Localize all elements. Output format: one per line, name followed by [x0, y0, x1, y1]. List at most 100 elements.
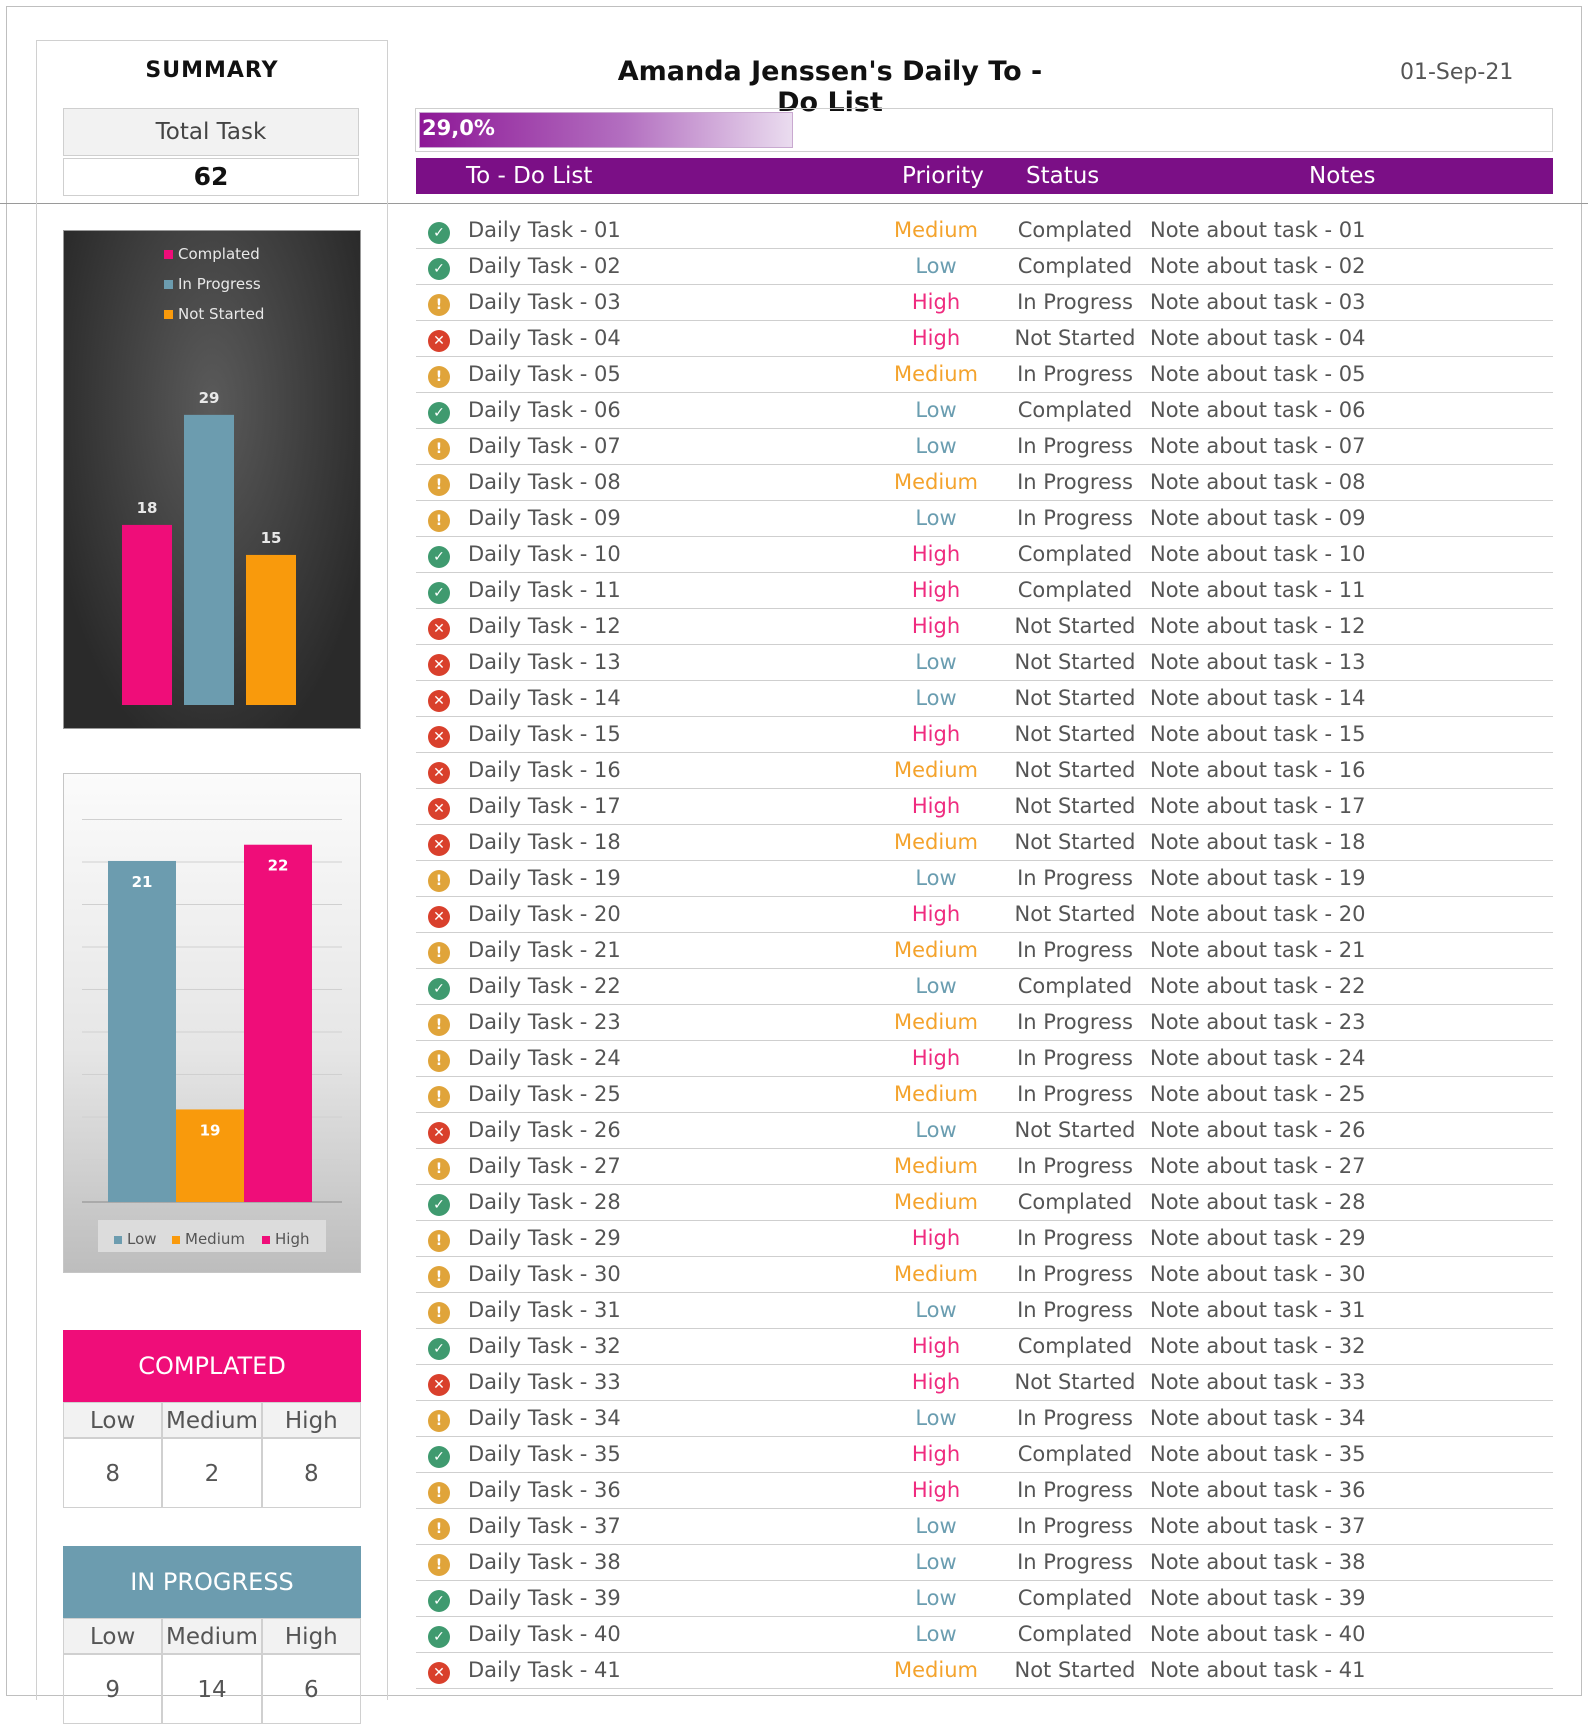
task-note[interactable]: Note about task - 23 [1150, 1010, 1366, 1034]
task-priority[interactable]: Medium [894, 1190, 978, 1214]
task-status[interactable]: Not Started [1014, 1370, 1136, 1394]
task-name[interactable]: Daily Task - 06 [468, 398, 621, 422]
task-name[interactable]: Daily Task - 01 [468, 218, 621, 242]
task-name[interactable]: Daily Task - 09 [468, 506, 621, 530]
task-name[interactable]: Daily Task - 03 [468, 290, 621, 314]
task-priority[interactable]: Low [915, 974, 957, 998]
task-note[interactable]: Note about task - 10 [1150, 542, 1366, 566]
task-note[interactable]: Note about task - 31 [1150, 1298, 1366, 1322]
task-priority[interactable]: Low [915, 506, 957, 530]
table-row[interactable]: ✓ Daily Task - 35 High Complated Note about … [416, 1437, 1553, 1473]
task-status[interactable]: In Progress [1017, 362, 1133, 386]
table-row[interactable]: ! Daily Task - 21 Medium In Progress Note ab… [416, 933, 1553, 969]
task-note[interactable]: Note about task - 26 [1150, 1118, 1366, 1142]
task-note[interactable]: Note about task - 12 [1150, 614, 1366, 638]
task-note[interactable]: Note about task - 09 [1150, 506, 1366, 530]
task-note[interactable]: Note about task - 01 [1150, 218, 1366, 242]
task-status[interactable]: In Progress [1017, 1010, 1133, 1034]
task-status[interactable]: In Progress [1017, 290, 1133, 314]
task-note[interactable]: Note about task - 11 [1150, 578, 1366, 602]
task-status[interactable]: Complated [1017, 578, 1133, 602]
task-note[interactable]: Note about task - 40 [1150, 1622, 1366, 1646]
task-note[interactable]: Note about task - 16 [1150, 758, 1366, 782]
table-row[interactable]: ! Daily Task - 09 Low In Progress Note about… [416, 501, 1553, 537]
task-name[interactable]: Daily Task - 27 [468, 1154, 621, 1178]
completed-low-value[interactable]: 8 [63, 1438, 163, 1508]
table-row[interactable]: ✕ Daily Task - 14 Low Not Started Note about… [416, 681, 1553, 717]
in-progress-high-value[interactable]: 6 [261, 1654, 361, 1724]
task-status[interactable]: In Progress [1017, 1046, 1133, 1070]
task-name[interactable]: Daily Task - 32 [468, 1334, 621, 1358]
task-name[interactable]: Daily Task - 33 [468, 1370, 621, 1394]
task-name[interactable]: Daily Task - 35 [468, 1442, 621, 1466]
task-note[interactable]: Note about task - 13 [1150, 650, 1366, 674]
table-row[interactable]: ✓ Daily Task - 32 High Complated Note about … [416, 1329, 1553, 1365]
status-chart[interactable]: Complated In Progress Not Started 18 29 15 [63, 230, 361, 729]
table-row[interactable]: ! Daily Task - 23 Medium In Progress Note ab… [416, 1005, 1553, 1041]
task-name[interactable]: Daily Task - 34 [468, 1406, 621, 1430]
task-note[interactable]: Note about task - 24 [1150, 1046, 1366, 1070]
task-priority[interactable]: Low [915, 1406, 957, 1430]
task-note[interactable]: Note about task - 05 [1150, 362, 1366, 386]
task-note[interactable]: Note about task - 39 [1150, 1586, 1366, 1610]
task-priority[interactable]: High [911, 1334, 961, 1358]
task-status[interactable]: In Progress [1017, 434, 1133, 458]
task-name[interactable]: Daily Task - 19 [468, 866, 621, 890]
task-priority[interactable]: Medium [894, 1082, 978, 1106]
task-note[interactable]: Note about task - 17 [1150, 794, 1366, 818]
task-note[interactable]: Note about task - 25 [1150, 1082, 1366, 1106]
task-status[interactable]: Complated [1017, 1586, 1133, 1610]
table-row[interactable]: ! Daily Task - 29 High In Progress Note abou… [416, 1221, 1553, 1257]
task-name[interactable]: Daily Task - 40 [468, 1622, 621, 1646]
table-row[interactable]: ✓ Daily Task - 11 High Complated Note about … [416, 573, 1553, 609]
task-name[interactable]: Daily Task - 12 [468, 614, 621, 638]
completed-medium-value[interactable]: 2 [162, 1438, 262, 1508]
table-row[interactable]: ! Daily Task - 27 Medium In Progress Note ab… [416, 1149, 1553, 1185]
task-status[interactable]: Complated [1017, 398, 1133, 422]
table-row[interactable]: ! Daily Task - 19 Low In Progress Note about… [416, 861, 1553, 897]
task-name[interactable]: Daily Task - 04 [468, 326, 621, 350]
task-name[interactable]: Daily Task - 22 [468, 974, 621, 998]
task-status[interactable]: Not Started [1014, 650, 1136, 674]
task-priority[interactable]: High [911, 1370, 961, 1394]
task-status[interactable]: In Progress [1017, 1154, 1133, 1178]
task-status[interactable]: In Progress [1017, 1082, 1133, 1106]
table-row[interactable]: ! Daily Task - 34 Low In Progress Note about… [416, 1401, 1553, 1437]
table-row[interactable]: ✓ Daily Task - 06 Low Complated Note about t… [416, 393, 1553, 429]
task-priority[interactable]: Low [915, 254, 957, 278]
task-priority[interactable]: Medium [894, 362, 978, 386]
task-name[interactable]: Daily Task - 24 [468, 1046, 621, 1070]
task-status[interactable]: Not Started [1014, 902, 1136, 926]
task-name[interactable]: Daily Task - 07 [468, 434, 621, 458]
table-row[interactable]: ! Daily Task - 03 High In Progress Note abou… [416, 285, 1553, 321]
task-note[interactable]: Note about task - 14 [1150, 686, 1366, 710]
task-status[interactable]: In Progress [1017, 1262, 1133, 1286]
table-row[interactable]: ✓ Daily Task - 01 Medium Complated Note abou… [416, 213, 1553, 249]
task-name[interactable]: Daily Task - 31 [468, 1298, 621, 1322]
table-row[interactable]: ! Daily Task - 07 Low In Progress Note about… [416, 429, 1553, 465]
table-row[interactable]: ✕ Daily Task - 20 High Not Started Note abou… [416, 897, 1553, 933]
task-note[interactable]: Note about task - 21 [1150, 938, 1366, 962]
task-status[interactable]: Complated [1017, 1334, 1133, 1358]
task-name[interactable]: Daily Task - 25 [468, 1082, 621, 1106]
task-status[interactable]: In Progress [1017, 1298, 1133, 1322]
task-name[interactable]: Daily Task - 02 [468, 254, 621, 278]
column-header-priority[interactable]: Priority [902, 163, 984, 189]
task-name[interactable]: Daily Task - 37 [468, 1514, 621, 1538]
task-status[interactable]: Complated [1017, 1190, 1133, 1214]
in-progress-low-value[interactable]: 9 [63, 1654, 163, 1724]
task-status[interactable]: Complated [1017, 1442, 1133, 1466]
table-row[interactable]: ✓ Daily Task - 28 Medium Complated Note abou… [416, 1185, 1553, 1221]
task-name[interactable]: Daily Task - 21 [468, 938, 621, 962]
task-note[interactable]: Note about task - 08 [1150, 470, 1366, 494]
task-status[interactable]: In Progress [1017, 866, 1133, 890]
task-priority[interactable]: Low [915, 1298, 957, 1322]
task-priority[interactable]: Medium [894, 938, 978, 962]
task-name[interactable]: Daily Task - 38 [468, 1550, 621, 1574]
task-priority[interactable]: High [911, 902, 961, 926]
task-status[interactable]: Not Started [1014, 1118, 1136, 1142]
task-priority[interactable]: Medium [894, 758, 978, 782]
task-priority[interactable]: High [911, 290, 961, 314]
task-priority[interactable]: Low [915, 1514, 957, 1538]
task-name[interactable]: Daily Task - 28 [468, 1190, 621, 1214]
